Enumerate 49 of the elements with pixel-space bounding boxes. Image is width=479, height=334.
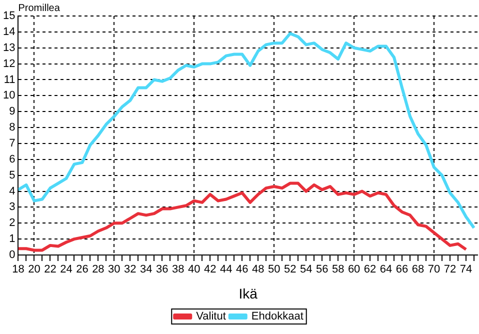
x-tick-label: 62 [364,264,376,276]
y-tick-label: 3 [9,201,16,214]
x-tick-label: 40 [188,264,200,276]
x-tick-label: 54 [300,264,312,276]
x-tick-label: 28 [92,264,104,276]
y-tick-label: 1 [9,233,16,246]
x-tick-label: 42 [204,264,216,276]
y-tick-label: 13 [2,42,16,54]
x-tick-label: 22 [44,264,56,276]
y-axis-title: Promillea [18,2,60,14]
x-tick-label: 38 [172,264,184,276]
x-tick-label: 70 [428,264,440,276]
x-tick-label: 32 [124,264,136,276]
y-tick-label: 9 [9,106,16,118]
x-tick-label: 48 [252,264,264,276]
y-tick-label: 12 [2,58,16,70]
x-tick-label: 26 [76,264,88,276]
y-tick-label: 8 [9,122,16,134]
x-tick-label: 58 [332,264,344,276]
y-tick-label: 6 [9,153,16,166]
x-tick-label: 34 [140,264,152,276]
legend-label: Ehdokkaat [251,310,304,323]
x-tick-label: 72 [444,264,456,276]
y-tick-label: 14 [2,26,16,38]
y-tick-label: 10 [2,90,16,102]
y-tick-label: 5 [9,169,16,182]
y-tick-label: 0 [9,249,16,262]
x-tick-label: 24 [60,264,72,276]
y-tick-label: 4 [9,185,16,198]
x-tick-label: 20 [28,264,40,276]
x-tick-label: 44 [220,264,232,276]
y-tick-label: 2 [9,217,16,230]
x-tick-label: 64 [380,264,392,276]
y-tick-label: 15 [2,10,16,22]
x-tick-label: 18 [12,264,24,276]
x-tick-label: 46 [236,264,248,276]
x-axis-title: Ikä [238,285,258,302]
x-tick-label: 36 [156,264,168,276]
x-tick-label: 52 [284,264,296,276]
legend-label: Valitut [196,310,226,323]
x-tick-label: 50 [268,264,280,276]
x-tick-label: 68 [412,264,424,276]
y-tick-label: 11 [4,74,16,86]
x-tick-label: 66 [396,264,408,276]
y-tick-label: 7 [9,138,16,150]
x-tick-label: 30 [108,264,120,276]
x-tick-label: 74 [460,264,472,276]
x-tick-label: 60 [348,264,360,276]
x-tick-label: 56 [316,264,328,276]
